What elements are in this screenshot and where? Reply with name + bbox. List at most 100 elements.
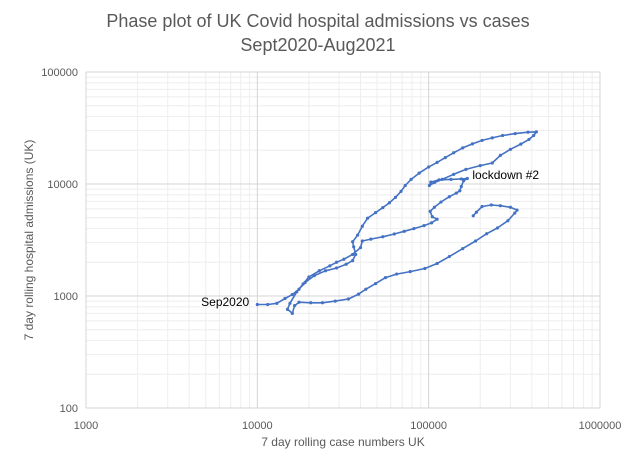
data-point bbox=[461, 146, 465, 150]
data-point bbox=[255, 302, 259, 307]
data-point bbox=[354, 252, 358, 257]
chart-title-line-2: Sept2020-Aug2021 bbox=[240, 35, 396, 55]
data-point bbox=[290, 292, 294, 297]
data-point bbox=[474, 210, 479, 214]
data-point bbox=[360, 239, 364, 243]
y-tick-label: 100000 bbox=[41, 67, 78, 79]
data-point bbox=[458, 189, 462, 193]
data-point bbox=[402, 229, 406, 233]
data-point bbox=[334, 266, 339, 270]
data-point bbox=[459, 184, 463, 189]
data-point bbox=[435, 261, 439, 266]
data-point bbox=[352, 245, 356, 249]
data-point bbox=[439, 200, 443, 204]
data-point bbox=[437, 178, 441, 182]
data-point bbox=[344, 262, 348, 266]
data-point bbox=[464, 167, 468, 172]
data-point bbox=[489, 203, 493, 207]
data-point bbox=[408, 270, 412, 274]
data-point bbox=[301, 282, 305, 286]
data-point bbox=[365, 216, 370, 220]
data-point bbox=[435, 160, 439, 164]
data-point bbox=[452, 172, 456, 176]
major-gridlines bbox=[85, 71, 601, 409]
data-point bbox=[534, 130, 538, 134]
data-point bbox=[399, 189, 403, 193]
x-tick-label: 100000 bbox=[410, 420, 447, 432]
data-point bbox=[462, 179, 466, 183]
data-point bbox=[423, 266, 427, 271]
data-point bbox=[508, 205, 513, 209]
data-point bbox=[513, 211, 517, 215]
data-point bbox=[323, 269, 328, 273]
data-point bbox=[440, 177, 444, 181]
annotations: Sep2020 lockdown #2 bbox=[201, 168, 539, 309]
data-point bbox=[461, 246, 465, 251]
data-point bbox=[317, 269, 321, 273]
data-point bbox=[443, 156, 447, 160]
data-point bbox=[297, 287, 301, 291]
data-point bbox=[288, 301, 292, 305]
data-point bbox=[480, 138, 484, 143]
data-point bbox=[328, 264, 332, 268]
data-point bbox=[490, 161, 494, 165]
x-tick-label: 1000 bbox=[74, 420, 98, 432]
x-tick-label: 1000000 bbox=[579, 420, 622, 432]
data-point bbox=[459, 177, 463, 181]
data-point bbox=[356, 233, 360, 237]
data-point bbox=[427, 165, 431, 169]
data-point bbox=[320, 301, 325, 305]
x-tick-label: 10000 bbox=[242, 420, 273, 432]
minor-gridlines bbox=[86, 72, 600, 408]
data-point bbox=[515, 208, 519, 212]
data-point bbox=[403, 183, 407, 188]
data-point bbox=[392, 232, 396, 236]
data-point bbox=[351, 252, 355, 257]
data-point bbox=[358, 246, 363, 250]
data-point bbox=[490, 136, 494, 140]
data-point bbox=[427, 183, 432, 188]
data-point bbox=[292, 304, 297, 308]
y-tick-label: 1000 bbox=[54, 291, 78, 303]
data-point bbox=[480, 204, 484, 209]
data-point bbox=[312, 274, 316, 278]
data-point bbox=[381, 235, 385, 239]
data-point bbox=[373, 211, 378, 215]
data-point bbox=[285, 307, 290, 311]
annotation-label: Sep2020 bbox=[201, 295, 249, 309]
data-point bbox=[429, 180, 433, 184]
data-point bbox=[342, 257, 346, 261]
data-point bbox=[519, 142, 523, 146]
data-point bbox=[527, 137, 531, 142]
data-point bbox=[513, 131, 517, 136]
data-point bbox=[295, 290, 299, 294]
data-point bbox=[360, 224, 364, 228]
chart-title-line-1: Phase plot of UK Covid hospital admissio… bbox=[106, 11, 530, 31]
data-point bbox=[417, 171, 421, 175]
data-point bbox=[395, 272, 399, 276]
annotation-label: lockdown #2 bbox=[472, 168, 539, 182]
series-line bbox=[257, 131, 538, 315]
data-point bbox=[351, 240, 355, 244]
data-point bbox=[474, 239, 478, 243]
data-point bbox=[435, 217, 439, 221]
data-point bbox=[381, 206, 385, 210]
y-tick-label: 100 bbox=[60, 403, 78, 415]
data-point bbox=[266, 302, 270, 307]
data-point bbox=[470, 142, 475, 146]
data-point bbox=[309, 301, 313, 305]
data-point bbox=[387, 201, 392, 205]
data-point bbox=[532, 133, 536, 138]
data-point bbox=[383, 275, 388, 280]
data-point bbox=[447, 195, 451, 199]
data-point bbox=[447, 254, 451, 259]
data-point bbox=[500, 133, 505, 138]
data-point bbox=[432, 180, 436, 185]
data-point bbox=[432, 205, 436, 209]
data-point bbox=[452, 151, 456, 155]
series-group bbox=[255, 130, 538, 315]
data-point bbox=[498, 204, 502, 208]
data-point bbox=[428, 209, 432, 213]
